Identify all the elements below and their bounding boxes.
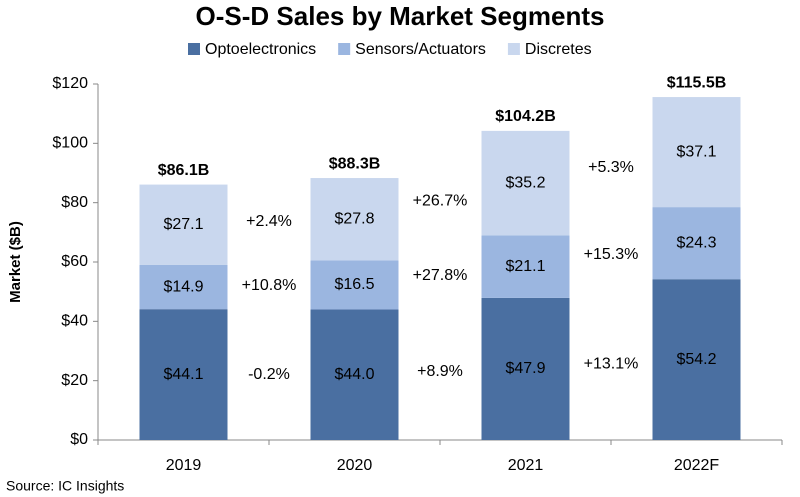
value-label: $47.9 — [505, 360, 545, 377]
value-label: $27.1 — [163, 216, 203, 233]
bar-segment — [139, 264, 228, 310]
bar-segment — [481, 297, 570, 440]
value-label: $54.2 — [676, 351, 716, 368]
y-tick-label: $60 — [61, 253, 88, 270]
y-tick-label: $0 — [70, 431, 88, 448]
bar-segment — [310, 178, 399, 261]
bar-segment — [652, 279, 741, 440]
growth-label: +5.3% — [588, 159, 634, 176]
growth-label: +26.7% — [413, 192, 468, 209]
bar-segment — [310, 309, 399, 440]
x-tick-label: 2022F — [674, 457, 720, 474]
bar-segment — [139, 184, 228, 265]
y-axis-label: Market ($B) — [7, 221, 24, 303]
growth-label: +27.8% — [413, 267, 468, 284]
total-label: $115.5B — [667, 75, 727, 92]
legend-label: Optoelectronics — [205, 41, 316, 58]
value-label: $44.1 — [163, 366, 203, 383]
bar-segment — [310, 260, 399, 310]
legend-label: Sensors/Actuators — [355, 41, 486, 58]
legend-swatch — [507, 43, 520, 55]
y-tick-label: $40 — [61, 313, 88, 330]
bar-segment — [652, 207, 741, 280]
x-tick-label: 2019 — [166, 457, 202, 474]
bar-segment — [139, 309, 228, 440]
bar-segment — [652, 97, 741, 208]
chart-title: O-S-D Sales by Market Segments — [196, 1, 605, 31]
growth-label: +15.3% — [584, 246, 639, 263]
growth-label: -0.2% — [248, 366, 290, 383]
y-tick-label: $120 — [52, 75, 88, 92]
value-label: $44.0 — [334, 366, 374, 383]
bar-segment — [481, 130, 570, 236]
value-label: $24.3 — [676, 234, 716, 251]
value-label: $35.2 — [505, 174, 545, 191]
legend-swatch — [188, 43, 200, 55]
value-label: $14.9 — [163, 278, 203, 295]
y-tick-label: $100 — [52, 135, 88, 152]
x-tick-label: 2020 — [337, 457, 373, 474]
total-label: $86.1B — [158, 162, 210, 179]
total-label: $88.3B — [329, 155, 381, 172]
value-label: $27.8 — [334, 210, 374, 227]
value-label: $21.1 — [505, 258, 545, 275]
y-tick-label: $20 — [61, 372, 88, 389]
value-label: $37.1 — [676, 143, 716, 160]
growth-label: +2.4% — [246, 213, 292, 230]
value-label: $16.5 — [334, 276, 374, 293]
bar-segment — [481, 235, 570, 298]
x-tick-label: 2021 — [508, 457, 544, 474]
growth-label: +13.1% — [584, 355, 639, 372]
y-tick-label: $80 — [61, 194, 88, 211]
growth-label: +10.8% — [242, 277, 297, 294]
legend-swatch — [338, 43, 351, 55]
growth-label: +8.9% — [417, 363, 463, 380]
legend-label: Discretes — [525, 41, 592, 58]
total-label: $104.2B — [495, 108, 556, 125]
source: Source: IC Insights — [6, 478, 124, 494]
